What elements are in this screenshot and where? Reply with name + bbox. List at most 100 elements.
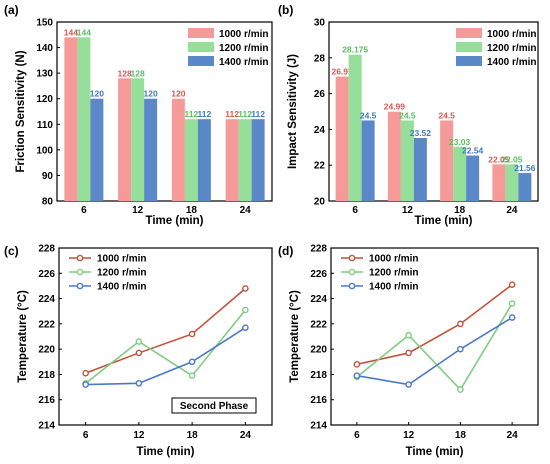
bar [171, 98, 185, 201]
x-axis-title: Time (min) [406, 446, 464, 458]
plot-frame [56, 21, 273, 202]
bar-data-label: 23.03 [449, 137, 471, 147]
bar [361, 120, 375, 201]
legend-label: 1400 r/min [487, 57, 536, 68]
bar-data-label: 24.99 [384, 102, 406, 112]
annotation-box [171, 397, 257, 414]
bar-data-label: 22.05 [488, 154, 510, 164]
y-tick-label: 24 [314, 125, 326, 136]
bar [400, 120, 414, 201]
data-point [457, 386, 464, 393]
legend-marker [348, 282, 356, 290]
x-tick-label: 12 [133, 430, 145, 441]
y-tick-label: 228 [38, 244, 55, 255]
panel-label: (c) [4, 244, 19, 258]
y-tick-label: 226 [310, 269, 327, 280]
bar [505, 164, 519, 201]
y-tick-label: 30 [314, 18, 326, 29]
legend-label: 1400 r/min [97, 282, 146, 293]
bar [348, 54, 362, 202]
series-line [85, 287, 246, 374]
y-tick-label: 222 [38, 319, 55, 330]
bar [225, 119, 239, 201]
data-point [405, 331, 412, 339]
legend-swatch [456, 56, 482, 66]
bar-data-label: 26.95 [331, 67, 353, 77]
data-point [508, 300, 516, 307]
y-axis-title: Impact Sensitivity (J) [287, 54, 299, 169]
legend-marker [76, 268, 84, 276]
bar [518, 173, 532, 201]
y-tick-label: 28 [314, 53, 326, 64]
y-tick-label: 140 [36, 43, 53, 54]
legend-label: 1200 r/min [369, 268, 418, 279]
legend-label: 1400 r/min [369, 282, 418, 293]
bar-data-label: 112 [225, 109, 239, 119]
series-line [85, 309, 246, 384]
legend-label: 1400 r/min [219, 57, 268, 68]
data-point [135, 349, 143, 357]
x-tick-label: 18 [454, 205, 466, 216]
y-tick-label: 100 [36, 145, 53, 156]
legend-swatch [456, 28, 482, 38]
bar-data-label: 120 [144, 89, 158, 99]
y-tick-label: 216 [38, 395, 55, 406]
x-tick-label: 6 [352, 205, 358, 216]
data-point [353, 372, 361, 379]
series-line [356, 284, 513, 366]
bar-data-label: 112 [198, 109, 212, 119]
data-point [405, 349, 412, 357]
legend-label: 1000 r/min [369, 254, 418, 265]
y-tick-label: 20 [314, 197, 326, 208]
y-tick-label: 218 [310, 370, 327, 381]
data-point [242, 285, 249, 292]
y-tick-label: 220 [38, 345, 55, 356]
y-tick-label: 120 [36, 94, 53, 105]
legend-label: 1000 r/min [97, 254, 146, 265]
bar [90, 98, 104, 201]
bar [440, 120, 454, 201]
legend-label: 1200 r/min [219, 43, 268, 54]
legend-marker [76, 282, 84, 290]
bar [144, 98, 158, 201]
x-tick-label: 24 [240, 430, 252, 441]
bar-data-label: 23.52 [410, 128, 432, 138]
legend-label: 1200 r/min [487, 43, 536, 54]
panel-label: (d) [278, 244, 293, 258]
bar [238, 119, 252, 201]
x-axis-title: Time (min) [415, 215, 473, 227]
legend-swatch [188, 28, 214, 38]
x-axis-title: Time (min) [146, 215, 204, 227]
y-tick-label: 216 [310, 395, 327, 406]
bar-data-label: 128 [118, 68, 132, 78]
bar-data-label: 120 [171, 89, 185, 99]
data-point [82, 381, 89, 388]
legend-label: 1200 r/min [97, 268, 146, 279]
y-tick-label: 150 [36, 18, 53, 29]
x-tick-label: 18 [455, 430, 467, 441]
data-point [457, 320, 464, 328]
bar [466, 155, 480, 201]
legend-marker [76, 254, 84, 262]
y-tick-label: 80 [42, 197, 54, 208]
y-tick-label: 110 [37, 120, 54, 131]
legend-swatch [188, 42, 214, 52]
x-tick-label: 12 [402, 205, 414, 216]
data-point [135, 379, 143, 387]
panel-1: (b) 20 22 24 26 28 30 Impact Sensitivity (J) Tim… [278, 3, 539, 227]
legend-label: 1000 r/min [487, 29, 536, 40]
y-tick-label: 214 [310, 421, 327, 432]
bar-data-label: 144 [77, 27, 91, 37]
bar-data-label: 22.05 [501, 154, 523, 164]
legend-marker [348, 268, 356, 276]
data-point [188, 358, 196, 366]
data-point [135, 338, 143, 345]
bar-data-label: 24.5 [438, 110, 455, 120]
bar-data-label: 120 [90, 89, 104, 99]
bar [197, 119, 211, 201]
y-tick-label: 220 [310, 345, 327, 356]
panel-label: (b) [278, 3, 293, 17]
x-axis-title: Time (min) [137, 446, 195, 458]
bar-data-label: 21.56 [514, 163, 536, 173]
